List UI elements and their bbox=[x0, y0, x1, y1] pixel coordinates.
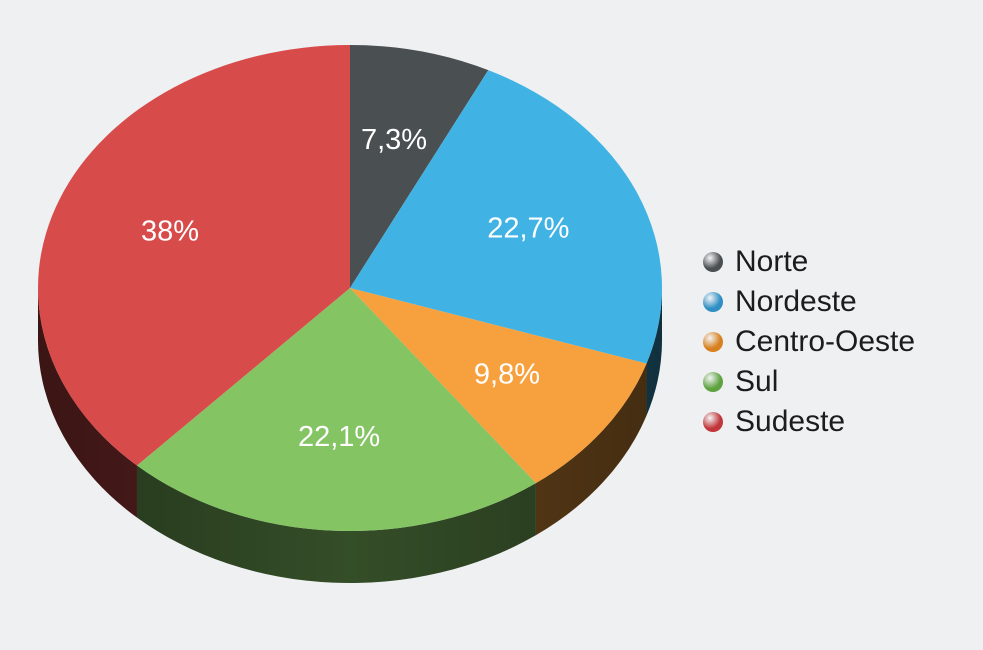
slice-label-centro-oeste: 9,8% bbox=[474, 359, 540, 391]
slice-sudeste bbox=[38, 45, 351, 466]
slice-sul bbox=[136, 288, 536, 531]
pie-side-shading bbox=[38, 288, 662, 583]
legend: Norte Nordeste Centro-Oeste Sul Sudeste bbox=[703, 242, 915, 442]
legend-swatch-centro-oeste bbox=[703, 332, 723, 352]
slice-nordeste bbox=[350, 70, 662, 364]
legend-swatch-sul bbox=[703, 372, 723, 392]
slice-centro-oeste bbox=[350, 288, 647, 484]
legend-item-sul: Sul bbox=[703, 362, 915, 402]
legend-swatch-nordeste bbox=[703, 292, 723, 312]
legend-item-nordeste: Nordeste bbox=[703, 282, 915, 322]
legend-label-sul: Sul bbox=[735, 365, 779, 398]
slice-label-sudeste: 38% bbox=[141, 215, 199, 247]
legend-item-sudeste: Sudeste bbox=[703, 402, 915, 442]
slice-label-sul: 22,1% bbox=[298, 421, 380, 453]
slice-label-nordeste: 22,7% bbox=[487, 212, 569, 244]
legend-label-norte: Norte bbox=[735, 245, 809, 278]
legend-item-norte: Norte bbox=[703, 242, 915, 282]
legend-label-nordeste: Nordeste bbox=[735, 285, 857, 318]
legend-swatch-norte bbox=[703, 252, 723, 272]
slice-norte bbox=[350, 45, 489, 288]
slice-label-norte: 7,3% bbox=[361, 124, 427, 156]
legend-label-centro-oeste: Centro-Oeste bbox=[735, 325, 916, 358]
legend-item-centro-oeste: Centro-Oeste bbox=[703, 322, 915, 362]
legend-swatch-sudeste bbox=[703, 412, 723, 432]
legend-label-sudeste: Sudeste bbox=[735, 405, 846, 438]
